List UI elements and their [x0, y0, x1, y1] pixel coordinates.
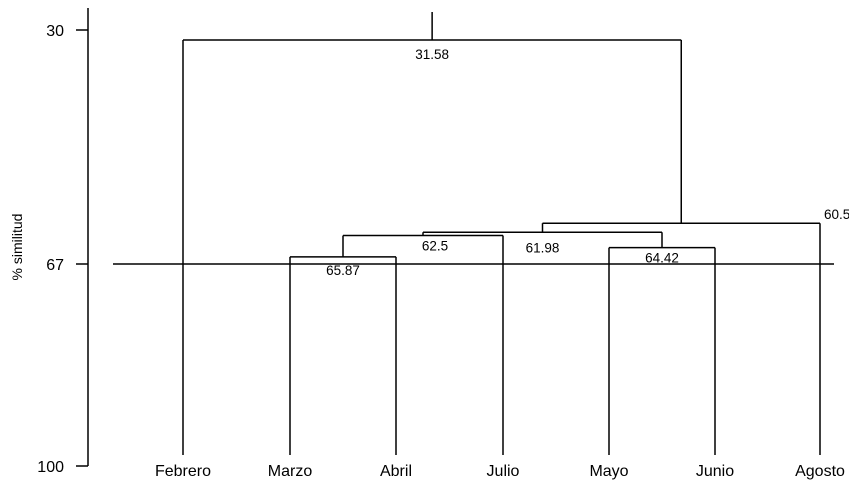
merge-60-55-label: 60.55 — [824, 207, 849, 222]
leaf-labels: Febrero Marzo Abril Julio Mayo Junio Agosto — [155, 463, 845, 480]
leaf-label-febrero: Febrero — [155, 463, 211, 480]
leaf-label-agosto: Agosto — [795, 463, 845, 480]
dendrogram-links — [113, 12, 834, 455]
leaf-label-junio: Junio — [696, 463, 734, 480]
merge-64-42-label: 64.42 — [645, 251, 679, 266]
similarity-labels: 65.87 64.42 62.5 61.98 60.55 31.58 — [326, 47, 849, 278]
merge-62-5-label: 62.5 — [422, 239, 448, 254]
leaf-label-julio: Julio — [487, 463, 520, 480]
leaf-label-mayo: Mayo — [589, 463, 628, 480]
leaf-label-abril: Abril — [380, 463, 412, 480]
merge-31-58-label: 31.58 — [415, 47, 449, 62]
y-tick-label-67: 67 — [46, 257, 64, 274]
y-axis: 30 67 100 % similitud — [9, 8, 89, 476]
y-tick-label-30: 30 — [46, 23, 64, 40]
merge-65-87-label: 65.87 — [326, 263, 360, 278]
y-axis-title: % similitud — [9, 214, 25, 281]
merge-61-98-label: 61.98 — [526, 240, 560, 255]
y-tick-label-100: 100 — [37, 459, 64, 476]
leaf-label-marzo: Marzo — [268, 463, 313, 480]
